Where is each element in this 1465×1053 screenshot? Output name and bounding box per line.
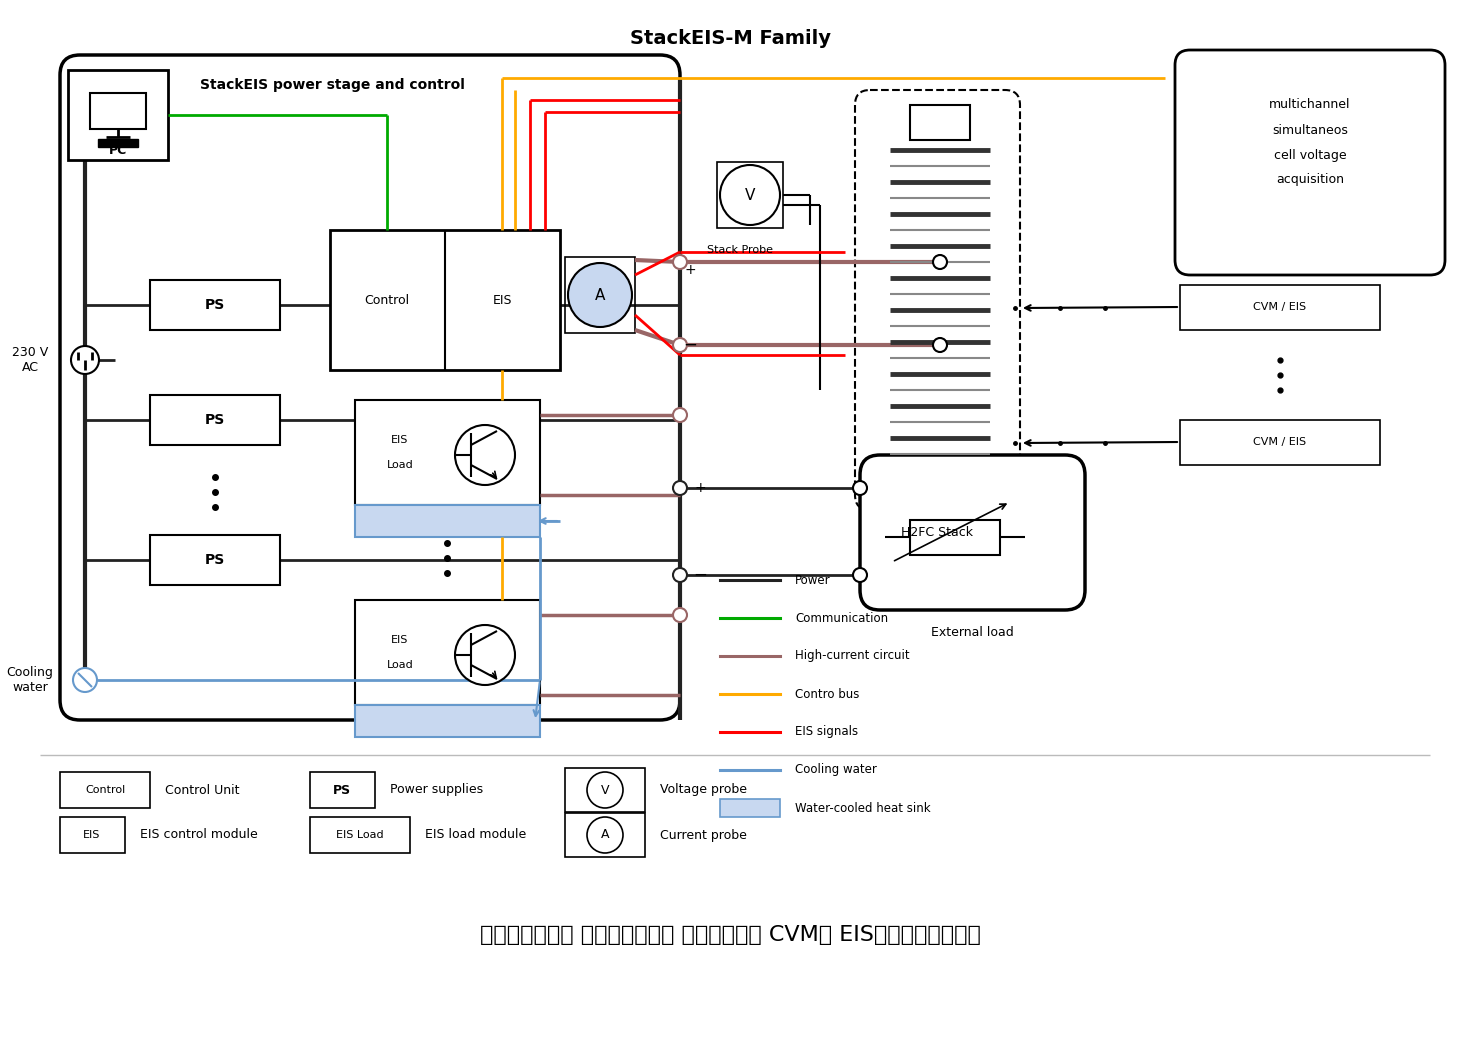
- Text: Voltage probe: Voltage probe: [661, 783, 747, 796]
- Text: A: A: [601, 829, 609, 841]
- Bar: [330, 230, 560, 370]
- Text: 系统配置框图： 外部负载连接、 电压巡检模块 CVM、 EIS交流阻抗模块可选: 系统配置框图： 外部负载连接、 电压巡检模块 CVM、 EIS交流阻抗模块可选: [479, 925, 980, 945]
- Text: StackEIS power stage and control: StackEIS power stage and control: [201, 78, 464, 92]
- Bar: [98, 139, 138, 147]
- Circle shape: [456, 625, 516, 686]
- Text: Communication: Communication: [795, 612, 888, 624]
- Text: High-current circuit: High-current circuit: [795, 650, 910, 662]
- Text: PS: PS: [205, 298, 226, 312]
- Circle shape: [568, 263, 631, 327]
- Circle shape: [587, 817, 623, 853]
- Bar: [910, 105, 970, 140]
- Text: CVM / EIS: CVM / EIS: [1254, 302, 1307, 312]
- Text: H2FC Stack: H2FC Stack: [901, 525, 973, 538]
- Text: +: +: [694, 481, 706, 495]
- Circle shape: [933, 338, 946, 352]
- Circle shape: [672, 255, 687, 269]
- Text: cell voltage: cell voltage: [1273, 148, 1346, 161]
- Bar: [149, 395, 280, 445]
- Text: Cooling
water: Cooling water: [6, 665, 53, 694]
- Circle shape: [73, 668, 97, 692]
- Circle shape: [456, 425, 516, 485]
- Circle shape: [587, 772, 623, 808]
- Text: EIS control module: EIS control module: [141, 829, 258, 841]
- Circle shape: [853, 568, 867, 582]
- FancyBboxPatch shape: [1175, 49, 1444, 275]
- Circle shape: [70, 346, 100, 374]
- Bar: [355, 600, 541, 706]
- Bar: [1179, 420, 1380, 465]
- Bar: [565, 257, 634, 333]
- Text: 230 V
AC: 230 V AC: [12, 346, 48, 374]
- Bar: [355, 706, 541, 737]
- Bar: [60, 817, 125, 853]
- Bar: [355, 400, 541, 505]
- Text: EIS: EIS: [84, 830, 101, 840]
- Text: V: V: [744, 187, 754, 202]
- Text: External load: External load: [930, 625, 1014, 638]
- Text: Power supplies: Power supplies: [390, 783, 483, 796]
- Circle shape: [719, 165, 779, 225]
- FancyBboxPatch shape: [860, 455, 1086, 610]
- Bar: [60, 772, 149, 808]
- Text: +: +: [684, 263, 696, 277]
- Text: Control: Control: [85, 784, 125, 795]
- Text: EIS: EIS: [391, 635, 409, 645]
- Bar: [1179, 285, 1380, 330]
- Bar: [719, 799, 779, 817]
- Text: EIS Load: EIS Load: [335, 830, 384, 840]
- Bar: [355, 505, 541, 537]
- Bar: [910, 460, 970, 495]
- Circle shape: [672, 338, 687, 352]
- Circle shape: [853, 481, 867, 495]
- Text: A: A: [595, 287, 605, 302]
- Bar: [910, 520, 1001, 555]
- Text: Water-cooled heat sink: Water-cooled heat sink: [795, 801, 930, 815]
- Circle shape: [672, 608, 687, 622]
- Text: −: −: [683, 336, 697, 354]
- Text: Contro bus: Contro bus: [795, 688, 860, 700]
- Text: Cooling water: Cooling water: [795, 763, 878, 776]
- Bar: [311, 772, 375, 808]
- Bar: [149, 535, 280, 585]
- Text: PS: PS: [205, 553, 226, 567]
- Text: simultaneos: simultaneos: [1272, 123, 1348, 137]
- Text: Current probe: Current probe: [661, 829, 747, 841]
- Bar: [89, 93, 146, 130]
- Text: −: −: [693, 567, 708, 584]
- Text: PS: PS: [205, 413, 226, 428]
- Text: Load: Load: [387, 460, 413, 470]
- Text: CVM / EIS: CVM / EIS: [1254, 437, 1307, 448]
- Text: EIS load module: EIS load module: [425, 829, 526, 841]
- Bar: [67, 69, 168, 160]
- FancyBboxPatch shape: [856, 90, 1020, 510]
- Text: Load: Load: [387, 660, 413, 670]
- Text: Control: Control: [365, 294, 410, 306]
- Text: Stack Probe: Stack Probe: [708, 245, 774, 255]
- Text: Power: Power: [795, 574, 831, 587]
- Text: EIS: EIS: [391, 435, 409, 445]
- Text: V: V: [601, 783, 609, 796]
- Circle shape: [672, 481, 687, 495]
- Text: Control Unit: Control Unit: [166, 783, 239, 796]
- Text: EIS: EIS: [492, 294, 511, 306]
- Text: multichannel: multichannel: [1269, 99, 1351, 112]
- Circle shape: [672, 568, 687, 582]
- Text: PS: PS: [333, 783, 352, 796]
- Bar: [716, 162, 782, 229]
- FancyBboxPatch shape: [60, 55, 680, 720]
- Circle shape: [672, 408, 687, 422]
- Text: acquisition: acquisition: [1276, 174, 1343, 186]
- Text: PC: PC: [108, 143, 127, 157]
- Bar: [311, 817, 410, 853]
- Text: EIS signals: EIS signals: [795, 726, 858, 738]
- Circle shape: [933, 255, 946, 269]
- Text: StackEIS-M Family: StackEIS-M Family: [630, 28, 831, 47]
- Bar: [149, 280, 280, 330]
- Bar: [565, 768, 645, 812]
- Bar: [565, 813, 645, 857]
